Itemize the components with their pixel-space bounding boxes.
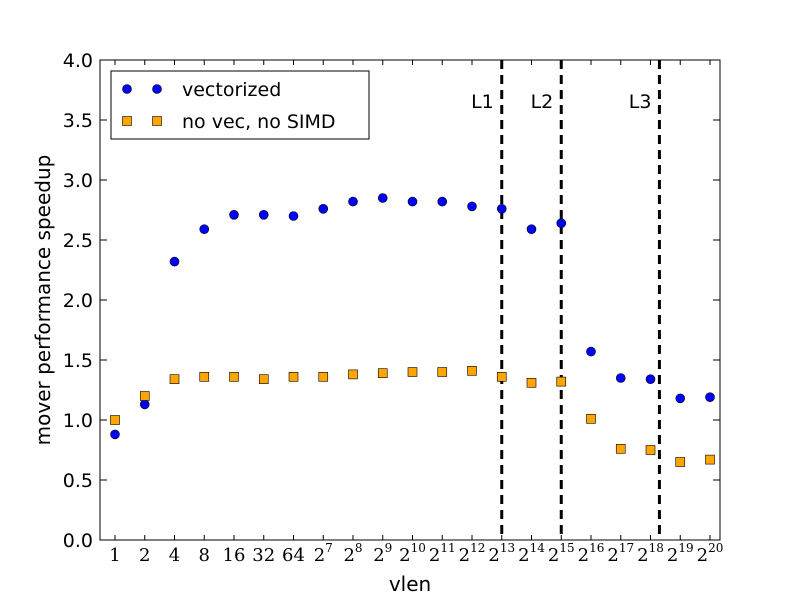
vectorized-point — [288, 211, 299, 221]
legend-box — [110, 70, 370, 140]
x-tick-label: 2 — [139, 545, 150, 566]
vectorized-point — [586, 346, 596, 357]
cache-label: L3 — [629, 91, 652, 113]
vectorized-point — [675, 393, 686, 404]
vectorized-point — [169, 256, 180, 267]
legend-marker — [152, 84, 162, 94]
x-tick-label: 215 — [548, 541, 575, 566]
x-tick-label: 211 — [429, 541, 456, 566]
vectorized-point — [407, 196, 418, 207]
x-tick-label: 217 — [607, 541, 634, 566]
x-tick-label: 64 — [282, 545, 305, 566]
legend-label-vectorized: vectorized — [182, 79, 281, 101]
legend-marker — [152, 116, 162, 126]
novec-point — [348, 369, 358, 380]
cache-lines: L1 L2 L3 — [471, 60, 661, 540]
data-points — [110, 193, 715, 467]
vectorized-point — [705, 392, 715, 403]
vectorized-point — [348, 196, 358, 207]
vectorized-point — [615, 373, 626, 383]
y-tick-label: 3.0 — [63, 170, 93, 192]
novec-point — [705, 454, 715, 465]
vectorized-point — [110, 429, 120, 440]
vectorized-point — [496, 204, 507, 214]
legend-markers — [122, 84, 162, 126]
novec-point — [110, 415, 120, 425]
novec-point — [288, 371, 299, 382]
novec-point — [496, 371, 507, 382]
novec-point — [258, 374, 269, 385]
novec-point — [377, 368, 388, 379]
novec-point — [526, 377, 537, 388]
vectorized-point — [467, 201, 477, 212]
y-tick-label: 4.0 — [63, 50, 93, 72]
x-tick-label: 1 — [109, 545, 120, 566]
novec-point — [199, 371, 210, 382]
x-tick-label: 28 — [343, 541, 362, 566]
x-tick-label: 4 — [169, 545, 180, 566]
x-tick-label: 218 — [637, 541, 664, 566]
vectorized-point — [318, 204, 329, 214]
novec-point — [586, 413, 596, 424]
legend-label-novec: no vec, no SIMD — [182, 111, 336, 133]
novec-point — [139, 391, 150, 401]
y-tick-label: 0.5 — [63, 470, 93, 492]
novec-point — [467, 365, 477, 376]
legend-marker — [122, 116, 132, 126]
vectorized-point — [229, 210, 239, 220]
novec-point — [169, 374, 180, 385]
legend: vectorized no vec, no SIMD — [110, 70, 370, 140]
vectorized-point — [556, 218, 567, 228]
novec-point — [645, 445, 656, 455]
x-tick-label: 219 — [667, 541, 694, 566]
cache-label: L2 — [531, 91, 554, 113]
x-tick-label: 220 — [697, 541, 724, 566]
novec-point — [556, 376, 567, 387]
novec-point — [318, 371, 329, 382]
x-tick-label: 16 — [223, 545, 246, 566]
vectorized-point — [526, 224, 537, 234]
novec-point — [675, 457, 686, 467]
x-axis-ticks: 1 2 4 8 16 32 64 27 28 29 210 211 212 213 214 215 216 217… — [109, 60, 723, 566]
x-axis-title: vlen — [389, 572, 431, 596]
y-tick-label: 1.5 — [63, 350, 93, 372]
novec-point — [437, 367, 448, 377]
x-tick-label: 212 — [459, 541, 486, 566]
x-tick-label: 32 — [252, 545, 275, 566]
y-tick-label: 0.0 — [63, 530, 93, 552]
x-tick-label: 27 — [314, 541, 333, 566]
x-tick-label: 213 — [488, 541, 515, 566]
y-tick-label: 2.0 — [63, 290, 93, 312]
cache-label: L1 — [471, 91, 494, 113]
x-tick-label: 29 — [373, 541, 392, 566]
vectorized-point — [377, 193, 388, 203]
vectorized-point — [437, 196, 448, 207]
novec-point — [407, 367, 418, 377]
y-axis-title: mover performance speedup — [31, 155, 55, 446]
vectorized-point — [645, 374, 656, 385]
vectorized-point — [199, 224, 210, 234]
x-tick-label: 216 — [578, 541, 605, 566]
vectorized-point — [258, 210, 269, 220]
vectorized-point — [139, 399, 150, 410]
x-tick-label: 8 — [199, 545, 210, 566]
legend-marker — [122, 84, 132, 94]
x-tick-label: 214 — [518, 541, 545, 566]
y-tick-label: 1.0 — [63, 410, 93, 432]
novec-point — [615, 443, 626, 454]
novec-point — [229, 371, 239, 382]
y-axis-ticks: 0.0 0.5 1.0 1.5 2.0 2.5 3.0 3.5 4.0 — [63, 50, 720, 552]
y-tick-label: 2.5 — [63, 230, 93, 252]
y-tick-label: 3.5 — [63, 110, 93, 132]
x-tick-label: 210 — [399, 541, 426, 566]
